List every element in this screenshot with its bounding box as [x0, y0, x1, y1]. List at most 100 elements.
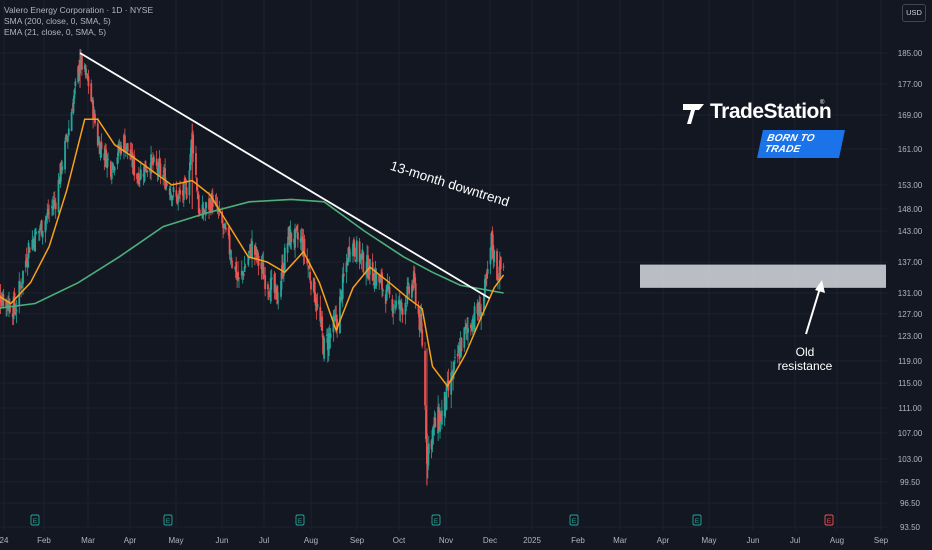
y-tick-label: 107.00 — [898, 429, 923, 438]
candle-body — [484, 277, 487, 285]
earnings-marker-icon: E — [569, 514, 579, 526]
candle — [393, 299, 396, 308]
candle — [208, 191, 210, 220]
candle — [346, 257, 349, 267]
candle — [73, 87, 76, 104]
candle — [91, 96, 94, 105]
candle — [45, 216, 48, 231]
candle — [261, 253, 264, 274]
candle — [124, 128, 126, 152]
candle — [142, 166, 145, 186]
candle-body — [74, 81, 77, 87]
candle-body — [360, 254, 363, 260]
sma-legend[interactable]: SMA (200, close, 0, SMA, 5) — [4, 16, 111, 26]
candle — [100, 133, 103, 158]
candle — [235, 256, 238, 281]
candle-body — [388, 286, 391, 295]
candle-body — [99, 143, 102, 158]
candle-body — [347, 247, 350, 262]
candle — [315, 294, 318, 320]
candle-body — [306, 258, 309, 264]
candle-body — [393, 304, 396, 306]
candle-body — [352, 243, 354, 257]
resistance-arrow-head — [815, 280, 825, 293]
candle — [12, 291, 15, 326]
candle-body — [12, 296, 15, 320]
candle — [41, 230, 44, 245]
candle — [457, 342, 460, 354]
symbol-legend[interactable]: Valero Energy Corporation · 1D · NYSE — [4, 5, 154, 15]
candle-body — [8, 300, 10, 310]
candle — [249, 243, 252, 257]
candle — [294, 223, 296, 258]
earnings-letter: E — [298, 518, 303, 525]
candle-body — [91, 98, 94, 103]
candle-body — [155, 158, 158, 166]
candle — [296, 223, 299, 248]
candle-body — [267, 292, 270, 294]
candle — [426, 445, 429, 479]
candle — [238, 277, 240, 289]
candle — [478, 295, 481, 317]
candle — [325, 328, 328, 343]
candle — [269, 270, 272, 305]
candle — [397, 295, 400, 310]
candle — [303, 234, 306, 265]
candle-body — [336, 319, 339, 330]
candle — [51, 199, 53, 217]
candles — [0, 49, 505, 486]
candle-body — [313, 281, 316, 303]
candle-body — [98, 140, 101, 154]
candle — [112, 164, 115, 173]
candle-body — [460, 337, 463, 352]
candle — [302, 228, 305, 266]
candle-body — [417, 306, 420, 314]
candle — [236, 272, 238, 288]
candle — [182, 181, 185, 208]
y-tick-label: 103.00 — [898, 455, 923, 464]
candle — [408, 283, 411, 300]
x-tick-label: Jul — [259, 536, 269, 545]
candle-body — [321, 316, 324, 332]
candle-body — [181, 190, 184, 196]
x-tick-label: Jun — [747, 536, 760, 545]
ema-legend[interactable]: EMA (21, close, 0, SMA, 5) — [4, 27, 107, 37]
earnings-box — [431, 514, 441, 526]
candle-body — [179, 189, 181, 195]
candle-body — [201, 204, 204, 219]
candle-body — [437, 406, 440, 434]
candle — [312, 277, 315, 294]
candle — [267, 281, 269, 300]
candle-body — [183, 177, 186, 182]
candle — [339, 288, 341, 334]
candle — [202, 201, 205, 221]
candle — [293, 229, 296, 251]
candle-body — [70, 111, 73, 131]
candle-body — [260, 262, 263, 270]
candle — [58, 176, 61, 185]
candle — [347, 246, 350, 266]
candle — [138, 166, 140, 187]
candle — [11, 305, 14, 325]
candle — [152, 154, 155, 164]
candle — [170, 194, 173, 207]
candle — [275, 288, 278, 300]
candle-body — [444, 397, 447, 408]
candle-body — [77, 66, 80, 83]
candle-body — [61, 166, 64, 171]
candle-body — [13, 292, 16, 310]
candle-body — [238, 277, 240, 279]
candle — [282, 264, 285, 283]
candle-body — [85, 73, 88, 74]
candle-body — [443, 392, 446, 416]
currency-button[interactable]: USD — [902, 4, 926, 22]
candle-body — [477, 310, 480, 316]
candle — [150, 145, 152, 181]
candle — [96, 117, 99, 148]
candle — [440, 410, 442, 422]
candle-body — [457, 345, 460, 354]
y-tick-label: 111.00 — [898, 404, 922, 413]
candle-body — [381, 272, 383, 290]
candle-body — [158, 157, 161, 166]
